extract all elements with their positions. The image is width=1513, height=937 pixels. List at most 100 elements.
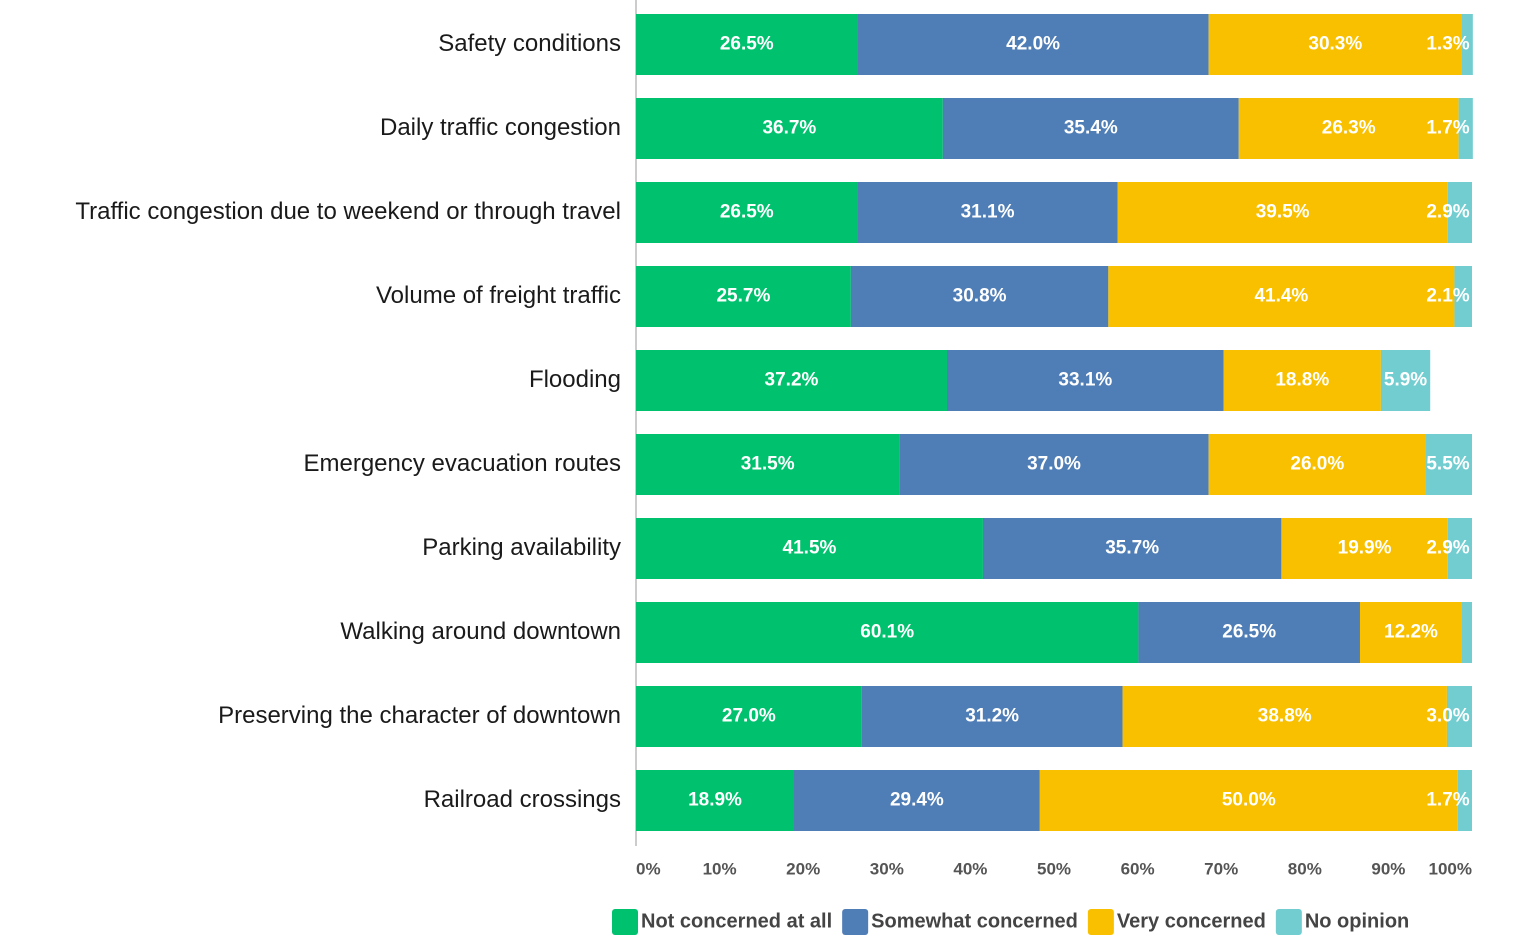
value-label: 60.1% bbox=[860, 622, 914, 643]
bar-segment bbox=[636, 434, 900, 495]
bar-segment bbox=[942, 98, 1239, 159]
value-label: 30.3% bbox=[1308, 34, 1362, 55]
value-label: 5.5% bbox=[1426, 454, 1469, 475]
legend-swatch bbox=[842, 909, 869, 935]
value-label: 18.9% bbox=[688, 790, 742, 811]
bar-segment bbox=[1446, 686, 1472, 747]
legend-label: Very concerned bbox=[1117, 910, 1266, 932]
bar-segment bbox=[636, 518, 983, 579]
value-label: 2.1% bbox=[1426, 286, 1469, 307]
category-label: Traffic congestion due to weekend or thr… bbox=[75, 198, 621, 225]
bar-segment bbox=[1426, 434, 1472, 495]
x-tick-label: 100% bbox=[1429, 859, 1472, 878]
bar-segment bbox=[850, 266, 1109, 327]
x-tick-label: 20% bbox=[786, 859, 820, 878]
bar-segment bbox=[1117, 182, 1448, 243]
bar-segment bbox=[1447, 518, 1472, 579]
bar-segment bbox=[1359, 602, 1462, 663]
bar-segment bbox=[857, 14, 1209, 75]
bar-segment bbox=[636, 266, 851, 327]
value-label: 26.3% bbox=[1322, 118, 1376, 139]
legend-label: Somewhat concerned bbox=[871, 910, 1078, 932]
value-label: 12.2% bbox=[1384, 622, 1438, 643]
value-label: 5.9% bbox=[1384, 370, 1427, 391]
bar-segment bbox=[982, 518, 1282, 579]
bar-segment bbox=[1457, 770, 1472, 831]
bar-segment bbox=[1461, 14, 1473, 75]
category-label: Daily traffic congestion bbox=[380, 114, 621, 141]
bar-segment bbox=[1461, 602, 1472, 663]
bar-segment bbox=[1108, 266, 1455, 327]
bar-segment bbox=[1208, 434, 1427, 495]
legend-label: Not concerned at all bbox=[641, 910, 832, 932]
value-label: 42.0% bbox=[1006, 34, 1060, 55]
value-label: 19.9% bbox=[1338, 538, 1392, 559]
bar-segment bbox=[1281, 518, 1448, 579]
bar-segment bbox=[1223, 350, 1381, 411]
value-label: 25.7% bbox=[716, 286, 770, 307]
bar-segment bbox=[1138, 602, 1360, 663]
value-label: 35.7% bbox=[1105, 538, 1159, 559]
value-label: 39.5% bbox=[1256, 202, 1310, 223]
category-label: Emergency evacuation routes bbox=[303, 450, 621, 477]
legend-swatch bbox=[1087, 909, 1114, 935]
value-label: 1.7% bbox=[1426, 118, 1469, 139]
value-label: 31.5% bbox=[741, 454, 795, 475]
value-label: 18.8% bbox=[1275, 370, 1329, 391]
bar-segment bbox=[636, 98, 943, 159]
x-tick-label: 90% bbox=[1371, 859, 1405, 878]
category-label: Volume of freight traffic bbox=[376, 282, 621, 309]
bar-segment bbox=[636, 770, 795, 831]
value-label: 41.5% bbox=[783, 538, 837, 559]
bar-segment bbox=[636, 14, 858, 75]
bar-segment bbox=[1208, 14, 1462, 75]
x-tick-label: 70% bbox=[1204, 859, 1238, 878]
value-label: 2.9% bbox=[1426, 202, 1469, 223]
value-label: 27.0% bbox=[722, 706, 776, 727]
category-label: Walking around downtown bbox=[340, 618, 621, 645]
bar-segment bbox=[946, 350, 1224, 411]
x-tick-label: 10% bbox=[703, 859, 737, 878]
bar-segment bbox=[636, 350, 947, 411]
value-label: 29.4% bbox=[890, 790, 944, 811]
bar-segment bbox=[1039, 770, 1458, 831]
value-label: 3.0% bbox=[1426, 706, 1469, 727]
bar-segment bbox=[1122, 686, 1447, 747]
value-label: 26.5% bbox=[720, 34, 774, 55]
value-label: 26.5% bbox=[720, 202, 774, 223]
bar-segment bbox=[794, 770, 1040, 831]
value-label: 41.4% bbox=[1254, 286, 1308, 307]
legend-swatch bbox=[1275, 909, 1302, 935]
value-label: 36.7% bbox=[762, 118, 816, 139]
bar-segment bbox=[636, 602, 1139, 663]
bar-segment bbox=[1238, 98, 1459, 159]
category-label: Preserving the character of downtown bbox=[218, 702, 621, 729]
x-tick-label: 30% bbox=[870, 859, 904, 878]
bar-segment bbox=[636, 686, 862, 747]
category-label: Safety conditions bbox=[438, 30, 621, 57]
legend-swatch bbox=[612, 909, 638, 935]
bar-segment bbox=[1454, 266, 1472, 327]
x-tick-label: 40% bbox=[953, 859, 987, 878]
x-tick-label: 80% bbox=[1288, 859, 1322, 878]
bar-segment bbox=[1447, 182, 1472, 243]
value-label: 1.7% bbox=[1426, 790, 1469, 811]
x-tick-label: 60% bbox=[1121, 859, 1155, 878]
bar-segment bbox=[857, 182, 1118, 243]
category-label: Railroad crossings bbox=[424, 786, 621, 813]
value-label: 26.5% bbox=[1222, 622, 1276, 643]
bar-segment bbox=[899, 434, 1209, 495]
legend-label: No opinion bbox=[1305, 910, 1409, 932]
x-tick-label: 0% bbox=[636, 859, 661, 878]
value-label: 2.9% bbox=[1426, 538, 1469, 559]
category-label: Flooding bbox=[529, 366, 621, 393]
bar-segment bbox=[1458, 98, 1473, 159]
value-label: 26.0% bbox=[1290, 454, 1344, 475]
value-label: 37.2% bbox=[765, 370, 819, 391]
value-label: 33.1% bbox=[1058, 370, 1112, 391]
bar-segment bbox=[1380, 350, 1431, 411]
value-label: 31.1% bbox=[961, 202, 1015, 223]
bar-segment bbox=[636, 182, 858, 243]
value-label: 1.3% bbox=[1426, 34, 1469, 55]
